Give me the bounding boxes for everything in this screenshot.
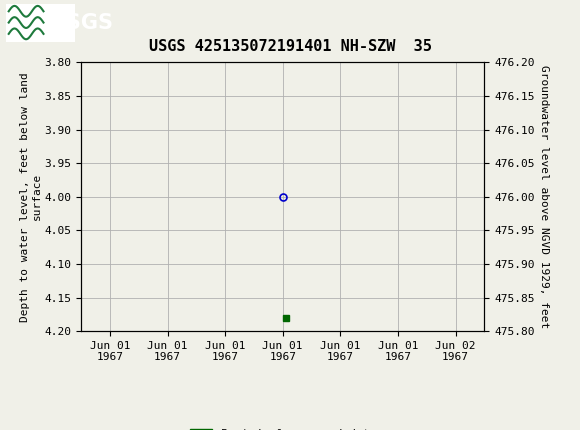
Text: USGS: USGS	[49, 12, 113, 33]
Text: USGS 425135072191401 NH-SZW  35: USGS 425135072191401 NH-SZW 35	[148, 39, 432, 54]
FancyBboxPatch shape	[6, 3, 75, 42]
Y-axis label: Depth to water level, feet below land
surface: Depth to water level, feet below land su…	[20, 72, 42, 322]
Y-axis label: Groundwater level above NGVD 1929, feet: Groundwater level above NGVD 1929, feet	[539, 65, 549, 329]
Legend: Period of approved data: Period of approved data	[185, 424, 380, 430]
